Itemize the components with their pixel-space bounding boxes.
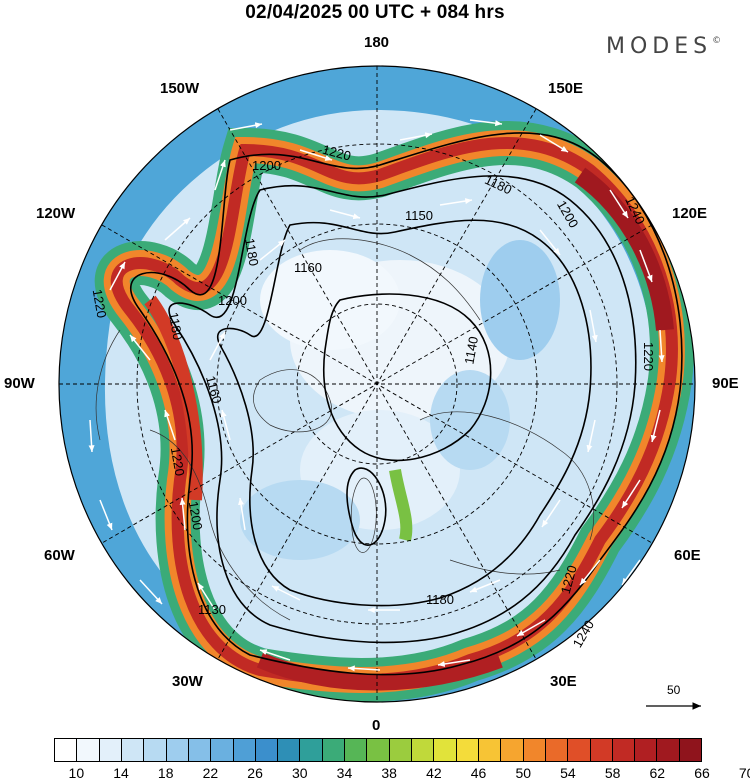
colorbar-tick-label: 46 (470, 765, 487, 781)
graticule (59, 66, 695, 702)
contour-label: 1180 (166, 311, 186, 341)
colorbar-swatch (478, 739, 502, 761)
lon-label-0: 0 (372, 717, 381, 734)
colorbar-swatch (523, 739, 546, 761)
colorbar-swatch (456, 739, 479, 761)
colorbar-swatch (300, 739, 323, 761)
lon-label-30e: 30E (550, 673, 577, 690)
colorbar (54, 738, 702, 762)
colorbar-tick-label: 54 (560, 765, 576, 781)
contour-label: 1140 (461, 335, 481, 365)
contour-label: 1220 (90, 288, 110, 319)
colorbar-tick-label: 10 (68, 765, 85, 781)
contour-label: 1220 (321, 142, 353, 164)
colorbar-tick-label: 14 (113, 765, 129, 781)
colorbar-swatch (278, 739, 301, 761)
page-title: 02/04/2025 00 UTC + 084 hrs (245, 2, 505, 23)
colorbar-swatch (233, 739, 256, 761)
colorbar-swatch (345, 739, 368, 761)
colorbar-tick-label: 30 (291, 765, 308, 781)
lon-label-120w: 120W (36, 205, 76, 222)
contour-label: 1180 (426, 592, 454, 607)
lon-label-90e: 90E (712, 375, 739, 392)
wind-scale-label: 50 (667, 683, 681, 697)
colorbar-tick-label: 62 (649, 765, 666, 781)
map-border (58, 65, 696, 703)
colorbar-swatch (657, 739, 680, 761)
colorbar-swatch (545, 739, 569, 761)
contour-label-group: 1200 1220 1180 1150 1160 1200 1180 1200 … (90, 142, 656, 651)
colorbar-swatch (612, 739, 636, 761)
colorbar-tick-label: 26 (247, 765, 263, 781)
colorbar-swatch (412, 739, 435, 761)
colorbar-swatch (367, 739, 390, 761)
colorbar-swatch (99, 739, 122, 761)
colorbar-swatch (501, 739, 524, 761)
colorbar-swatch (166, 739, 189, 761)
lon-label-90w: 90W (4, 375, 35, 392)
colorbar-swatch (635, 739, 658, 761)
contour-label: 1200 (186, 500, 206, 531)
contour-label: 1220 (641, 342, 656, 371)
colorbar-tick-label: 50 (515, 765, 532, 781)
colorbar-swatch (389, 739, 412, 761)
lon-label-30w: 30W (172, 673, 203, 690)
brand-text: MODES (606, 34, 713, 59)
colorbar-tick-label: 18 (157, 765, 174, 781)
copyright-mark: © (712, 36, 722, 46)
lon-label-60w: 60W (44, 547, 75, 564)
contour-label: 1220 (558, 564, 580, 596)
contour-label: 1150 (405, 208, 433, 223)
colorbar-tick-label: 22 (202, 765, 219, 781)
colorbar-swatch (55, 739, 78, 761)
lon-label-60e: 60E (674, 547, 701, 564)
colorbar-ticks: 10 14 18 22 26 30 34 38 42 46 50 54 58 62 66 70 (54, 765, 750, 781)
colorbar-swatch (255, 739, 279, 761)
colorbar-swatch (211, 739, 234, 761)
contour-label: 1220 (168, 446, 188, 477)
colorbar-swatch (679, 739, 702, 761)
contour-label: 1130 (198, 602, 226, 617)
colorbar-tick-label: 42 (426, 765, 442, 781)
colorbar-tick-label: 66 (694, 765, 710, 781)
colorbar-tick-label: 34 (336, 765, 353, 781)
contour-label: 1160 (203, 374, 225, 405)
colorbar-tick-label: 58 (604, 765, 621, 781)
colorbar-tick-label: 70 (738, 765, 750, 781)
contour-label: 1180 (242, 237, 262, 267)
colorbar-swatch (434, 739, 457, 761)
lon-label-180: 180 (364, 34, 390, 51)
lon-label-120e: 120E (672, 205, 708, 222)
height-contours (130, 132, 683, 676)
contour-label: 1200 (252, 158, 281, 173)
lon-label-150w: 150W (160, 80, 200, 97)
brand-logo: MODES© (606, 34, 721, 59)
colorbar-swatch (121, 739, 145, 761)
colorbar-swatch (322, 739, 346, 761)
contour-label: 1200 (218, 293, 247, 308)
colorbar-swatch (144, 739, 167, 761)
colorbar-swatch (590, 739, 613, 761)
colorbar-swatch (568, 739, 591, 761)
contour-label: 1160 (294, 260, 322, 275)
colorbar-swatch (188, 739, 212, 761)
colorbar-swatch (77, 739, 100, 761)
wind-scale-arrow-icon (646, 702, 701, 710)
colorbar-tick-label: 38 (381, 765, 397, 781)
lon-label-150e: 150E (548, 80, 584, 97)
